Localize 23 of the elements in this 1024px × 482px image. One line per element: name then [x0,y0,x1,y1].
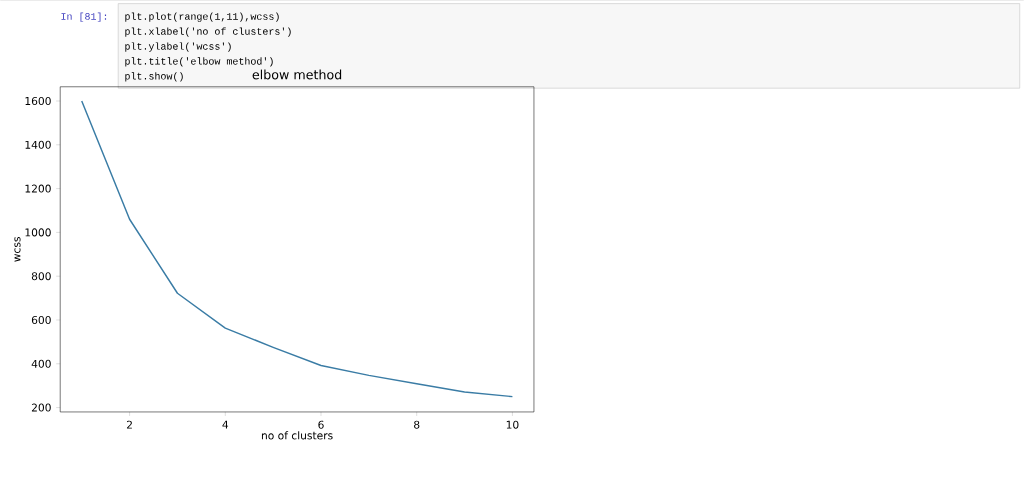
line-series [81,100,514,398]
text: plt.show() [125,72,183,82]
y-tick-label: 200 [31,403,51,412]
x-tick-label: 4 [222,420,229,429]
y-tick-label: 1200 [25,184,51,193]
y-tick-label: 800 [31,272,51,281]
text: plt.title('elbow method') [125,57,273,67]
y-tick-label: 1000 [25,228,51,237]
text: plt.plot(range(1,11),wcss) [125,12,279,22]
x-axis-title: no of clusters [261,431,333,440]
x-tick-label: 6 [318,420,324,429]
y-tick-label: 1600 [25,96,51,106]
y-tick-label: 400 [31,359,51,368]
text: In [81]: [61,12,107,22]
text: plt.ylabel('wcss') [125,42,231,52]
x-tick-label: 2 [126,420,132,429]
text: plt.xlabel('no of clusters') [125,27,291,37]
y-axis-title: wcss [14,237,21,262]
chart-title: elbow method [252,69,342,80]
y-tick-label: 1400 [25,140,51,149]
x-tick-label: 8 [414,420,420,429]
y-tick-label: 600 [31,315,51,325]
x-tick-label: 10 [506,420,519,429]
